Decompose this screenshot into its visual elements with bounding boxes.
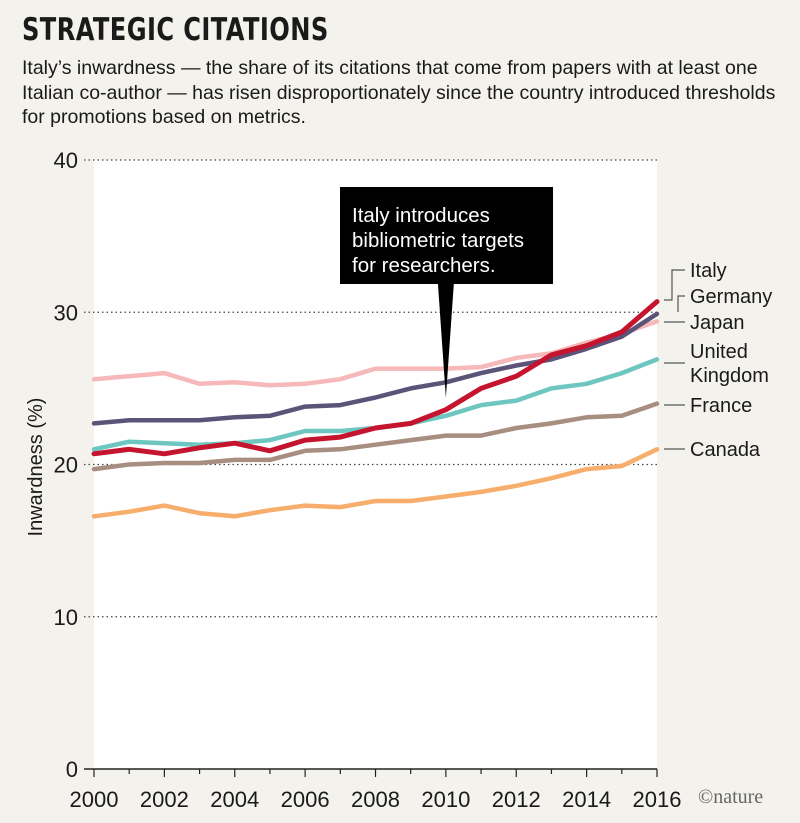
chart-title: STRATEGIC CITATIONS [22,12,329,48]
series-line-france [91,401,660,472]
series-label-italy: Italy [690,260,727,282]
y-tick-label-40: 40 [54,148,78,173]
series-line-canada [91,447,660,519]
leader-germany [677,295,685,312]
chart-subtitle: Italy’s inwardness — the share of its ci… [22,57,776,128]
y-tick-label-0: 0 [66,757,78,782]
annotation-box [340,187,553,284]
label-leaders [664,269,685,450]
series-label-france: France [690,395,752,417]
series-lines [91,299,660,519]
x-tick-label-2008: 2008 [351,787,400,812]
series-label-united: United [690,341,748,363]
y-tick-labels: 0 10 20 30 40 [54,148,78,782]
x-tick-label-2010: 2010 [421,787,470,812]
x-tick-label-2012: 2012 [492,787,541,812]
x-tick-label-2016: 2016 [633,787,682,812]
x-axis: 2000 2002 2004 2006 2008 2010 2012 2014 2016 [70,768,682,812]
y-tick-label-20: 20 [54,453,78,478]
series-label-kingdom: Kingdom [690,365,769,387]
series-label-canada: Canada [690,439,761,461]
series-line-germany [91,311,660,426]
y-tick-label-10: 10 [54,605,78,630]
annotation-line-2: bibliometric targets [352,229,524,252]
leader-italy [664,269,685,301]
nature-credit: ©nature [698,786,764,808]
x-tick-label-2004: 2004 [210,787,259,812]
y-tick-label-30: 30 [54,300,78,325]
annotation-line-1: Italy introduces [352,204,490,227]
annotation-line-3: for researchers. [352,254,496,277]
series-label-japan: Japan [690,312,745,334]
x-tick-label-2006: 2006 [281,787,330,812]
annotation-pointer [437,283,454,398]
x-tick-label-2000: 2000 [70,787,119,812]
x-tick-label-2014: 2014 [562,787,611,812]
series-line-italy [91,299,660,457]
y-axis-label: Inwardness (%) [25,398,47,537]
series-label-germany: Germany [690,286,772,308]
x-tick-label-2002: 2002 [140,787,189,812]
